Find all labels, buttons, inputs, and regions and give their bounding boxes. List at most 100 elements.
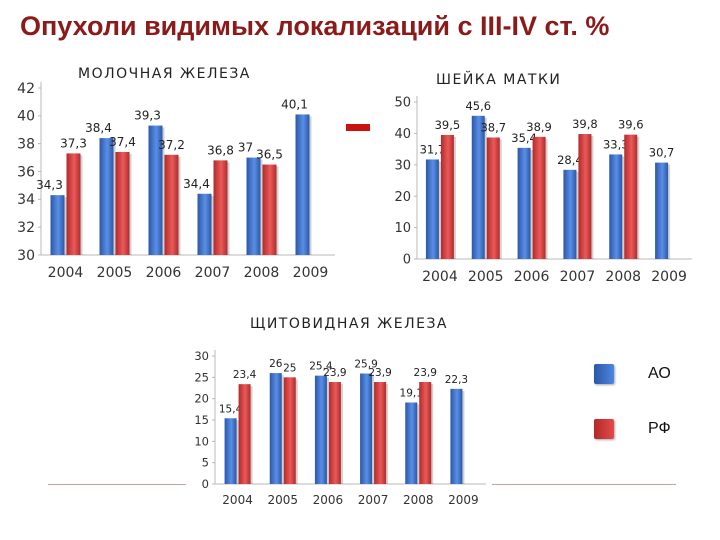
y-tick-label: 10 — [394, 221, 411, 236]
x-tick-label: 2009 — [293, 265, 329, 281]
x-tick-label: 2009 — [651, 269, 687, 285]
y-tick-label: 30 — [394, 158, 411, 173]
data-label: 25 — [283, 362, 296, 374]
data-label: 26 — [269, 358, 283, 370]
chart-thyroid-panel: 0 5 10 15 20 25 30 2004 15,4 23,4 2005 26 25 2006 25,4… — [186, 342, 492, 518]
x-tick-label: 2008 — [403, 493, 434, 507]
y-tick-label: 0 — [403, 253, 411, 268]
data-label: 25,4 — [309, 361, 333, 373]
y-tick-label: 40 — [17, 109, 35, 125]
bar-rf — [578, 134, 592, 259]
data-label: 23,4 — [233, 369, 257, 381]
chart-cervix-panel: 0 10 20 30 40 50 2004 31,7 39,5 2005 45,6 38,7 2006 3… — [372, 80, 700, 306]
legend-ao-swatch — [594, 364, 614, 384]
bar-rf — [164, 154, 179, 255]
legend-rf-label: РФ — [648, 420, 671, 437]
bar-ao — [609, 154, 623, 259]
bar-rf — [486, 137, 500, 259]
data-label: 38,7 — [480, 120, 506, 134]
bar-rf — [624, 134, 638, 259]
chart-cervix-title: ШЕЙКА МАТКИ — [436, 72, 562, 88]
y-tick-label: 32 — [17, 220, 35, 236]
bar-rf — [262, 164, 277, 255]
slide-title: Опухоли видимых локализаций с III-IV ст.… — [20, 11, 610, 41]
bar-ao — [99, 138, 114, 255]
legend-ao: АО — [594, 364, 671, 384]
y-tick-label: 30 — [17, 248, 35, 264]
x-tick-label: 2004 — [422, 269, 458, 285]
chart-cervix: 0 10 20 30 40 50 2004 31,7 39,5 2005 45,6 38,7 2006 3… — [394, 96, 692, 285]
data-label: 15,4 — [219, 403, 243, 415]
data-label: 37,4 — [109, 135, 136, 149]
bar-rf — [283, 377, 296, 484]
data-label: 23,9 — [323, 367, 346, 379]
data-label: 30,7 — [649, 146, 675, 160]
data-label: 39,8 — [572, 117, 598, 131]
chart-breast-title: МОЛОЧНАЯ ЖЕЛЕЗА — [78, 66, 251, 82]
y-tick-label: 10 — [194, 434, 209, 448]
red-accent-mark — [346, 124, 370, 131]
bar-ao — [360, 373, 373, 484]
y-tick-label: 38 — [17, 137, 35, 153]
data-label: 25,9 — [354, 358, 377, 370]
bar-rf — [374, 382, 387, 484]
bar-rf — [66, 153, 81, 255]
bar-ao — [450, 388, 463, 484]
x-tick-label: 2006 — [514, 269, 550, 285]
x-tick-label: 2009 — [448, 493, 479, 507]
x-tick-label: 2004 — [48, 265, 84, 281]
data-label: 22,3 — [445, 374, 468, 386]
bar-ao — [405, 402, 418, 484]
x-tick-label: 2005 — [97, 265, 133, 281]
y-tick-label: 15 — [194, 413, 209, 427]
bar-ao — [471, 115, 485, 259]
bar-ao — [425, 159, 439, 259]
x-tick-label: 2005 — [267, 493, 298, 507]
data-label: 34,3 — [36, 178, 63, 192]
data-label: 39,5 — [435, 118, 461, 132]
x-tick-label: 2007 — [358, 493, 389, 507]
x-tick-label: 2008 — [605, 269, 641, 285]
y-tick-label: 40 — [394, 127, 411, 142]
data-label: 37,3 — [60, 136, 87, 150]
y-tick-label: 50 — [394, 96, 411, 111]
bar-ao — [517, 147, 531, 259]
bar-ao — [224, 418, 237, 484]
chart-breast-panel: 30 32 34 36 38 40 42 2004 34,3 37,3 2005 38,4 37,4 20… — [0, 72, 345, 308]
bar-ao — [655, 162, 669, 259]
data-label: 40,1 — [281, 97, 308, 111]
bar-rf — [115, 152, 130, 255]
legend-rf: РФ — [594, 419, 671, 439]
y-tick-label: 5 — [202, 456, 209, 470]
chart-thyroid-title: ЩИТОВИДНАЯ ЖЕЛЕЗА — [250, 316, 449, 332]
data-label: 39,6 — [618, 118, 644, 132]
data-label: 33,3 — [603, 137, 629, 151]
bar-ao — [295, 114, 310, 255]
x-tick-label: 2007 — [560, 269, 596, 285]
data-label: 23,9 — [414, 367, 437, 379]
data-label: 19,1 — [400, 388, 423, 400]
bar-rf — [440, 134, 454, 259]
bar-ao — [246, 157, 261, 255]
legend-rf-swatch — [594, 419, 614, 439]
bar-ao — [563, 169, 577, 259]
bar-rf — [213, 160, 228, 255]
y-tick-label: 34 — [17, 192, 35, 208]
x-tick-label: 2007 — [195, 265, 231, 281]
x-tick-label: 2006 — [313, 493, 344, 507]
y-tick-label: 0 — [202, 477, 209, 491]
bar-rf — [419, 382, 432, 484]
bar-ao — [148, 125, 163, 255]
y-tick-label: 20 — [194, 392, 209, 406]
x-tick-label: 2005 — [468, 269, 504, 285]
data-label: 35,4 — [511, 131, 537, 145]
data-label: 28,4 — [557, 153, 583, 167]
data-label: 39,3 — [134, 109, 161, 123]
x-tick-label: 2008 — [244, 265, 280, 281]
chart-breast: 30 32 34 36 38 40 42 2004 34,3 37,3 2005 38,437,4 20… — [17, 81, 335, 281]
data-label: 23,9 — [368, 367, 391, 379]
data-label: 38,4 — [85, 121, 112, 135]
data-label: 36,8 — [207, 143, 234, 157]
data-label: 31,7 — [420, 142, 446, 156]
